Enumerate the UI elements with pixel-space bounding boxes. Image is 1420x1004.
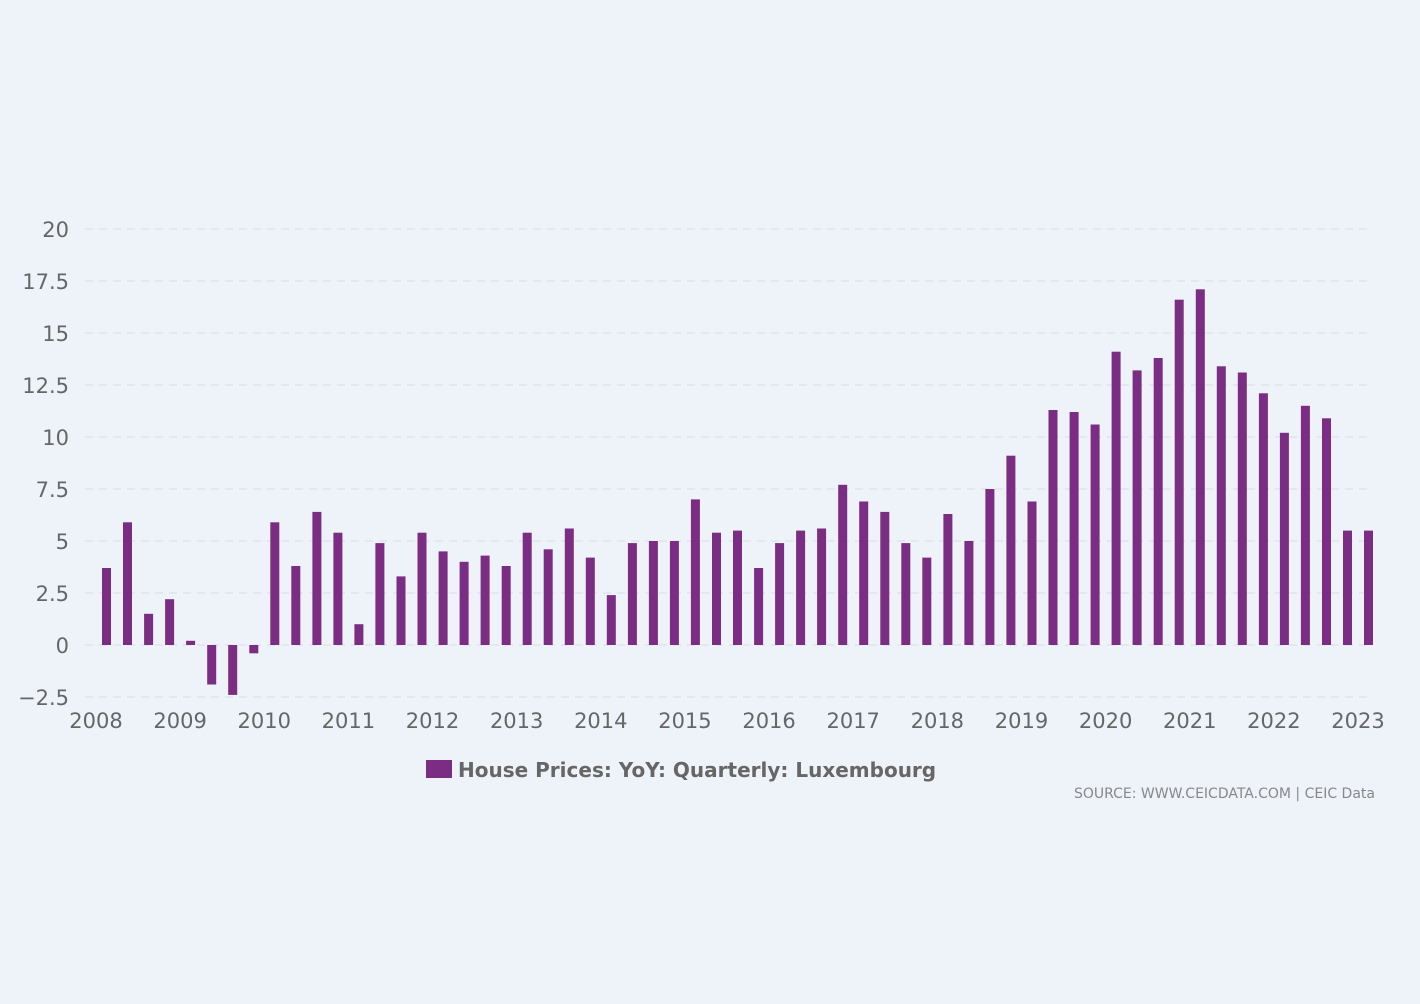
- bar[interactable]: [459, 561, 469, 645]
- bar[interactable]: [1174, 299, 1184, 645]
- bar[interactable]: [522, 532, 532, 645]
- y-tick-label: 12.5: [22, 374, 69, 398]
- source-credit: SOURCE: WWW.CEICDATA.COM | CEIC Data: [1074, 786, 1375, 802]
- bar[interactable]: [354, 624, 364, 645]
- bar[interactable]: [102, 568, 111, 645]
- bars-layer: [102, 289, 1373, 695]
- bar[interactable]: [249, 645, 259, 654]
- bar[interactable]: [396, 576, 406, 645]
- bar[interactable]: [585, 557, 595, 645]
- bar[interactable]: [880, 511, 890, 645]
- x-tick-label: 2019: [995, 709, 1048, 733]
- x-tick-label: 2012: [406, 709, 459, 733]
- x-tick-label: 2023: [1331, 709, 1384, 733]
- bar[interactable]: [606, 595, 616, 645]
- x-tick-label: 2010: [238, 709, 291, 733]
- bar[interactable]: [690, 499, 700, 645]
- bar[interactable]: [627, 543, 637, 645]
- x-tick-label: 2021: [1163, 709, 1216, 733]
- y-tick-label: 7.5: [36, 478, 69, 502]
- legend-swatch[interactable]: [426, 760, 452, 778]
- bar[interactable]: [501, 566, 511, 645]
- bar[interactable]: [901, 543, 911, 645]
- bar[interactable]: [1216, 366, 1226, 645]
- y-tick-label: −2.5: [18, 686, 69, 710]
- bar[interactable]: [1258, 393, 1268, 645]
- x-tick-label: 2016: [742, 709, 795, 733]
- x-tick-label: 2014: [574, 709, 627, 733]
- x-tick-label: 2017: [826, 709, 879, 733]
- bar[interactable]: [333, 532, 343, 645]
- bar[interactable]: [1069, 412, 1079, 645]
- bar[interactable]: [1048, 410, 1058, 645]
- bar[interactable]: [648, 541, 658, 645]
- bar[interactable]: [564, 528, 574, 646]
- y-tick-label: 2.5: [36, 582, 69, 606]
- x-axis: 2008 2009 2010 2011 2012 2013 2014 2015 2016 2017…: [69, 709, 1384, 733]
- bar[interactable]: [1343, 530, 1352, 645]
- bar[interactable]: [438, 551, 448, 645]
- bar[interactable]: [375, 543, 385, 645]
- y-tick-label: 5: [56, 530, 69, 554]
- bar[interactable]: [228, 645, 238, 695]
- x-tick-label: 2008: [69, 709, 122, 733]
- x-tick-label: 2015: [658, 709, 711, 733]
- bar[interactable]: [1090, 424, 1100, 646]
- bar[interactable]: [1364, 530, 1373, 645]
- bar[interactable]: [543, 549, 553, 645]
- bar[interactable]: [1322, 418, 1331, 645]
- x-tick-label: 2009: [153, 709, 206, 733]
- bar[interactable]: [943, 514, 953, 645]
- bar[interactable]: [1153, 358, 1163, 645]
- y-tick-label: 10: [42, 426, 69, 450]
- x-tick-label: 2022: [1247, 709, 1300, 733]
- bar[interactable]: [712, 532, 721, 645]
- x-tick-label: 2018: [911, 709, 964, 733]
- y-tick-label: 15: [42, 322, 69, 346]
- bar[interactable]: [417, 532, 427, 645]
- bar[interactable]: [207, 645, 217, 685]
- bar[interactable]: [669, 541, 679, 645]
- y-tick-label: 17.5: [22, 270, 69, 294]
- y-tick-label: 20: [42, 218, 69, 242]
- y-tick-label: 0: [56, 634, 69, 658]
- bar[interactable]: [270, 522, 280, 645]
- bar[interactable]: [312, 511, 322, 645]
- bar[interactable]: [1300, 405, 1310, 645]
- bar[interactable]: [1195, 289, 1205, 645]
- bar[interactable]: [796, 530, 806, 645]
- x-tick-label: 2020: [1079, 709, 1132, 733]
- bar[interactable]: [1027, 501, 1037, 646]
- bar[interactable]: [838, 484, 848, 645]
- bar[interactable]: [985, 489, 995, 645]
- bar[interactable]: [817, 528, 827, 646]
- y-axis: 20 17.5 15 12.5 10 7.5 5 2.5 0 −2.5: [18, 218, 69, 710]
- bar[interactable]: [291, 566, 301, 645]
- bar[interactable]: [186, 640, 196, 645]
- bar[interactable]: [165, 599, 175, 645]
- bar[interactable]: [1006, 455, 1016, 645]
- legend-label[interactable]: House Prices: YoY: Quarterly: Luxembourg: [458, 758, 936, 782]
- bar[interactable]: [754, 568, 764, 645]
- x-tick-label: 2011: [322, 709, 375, 733]
- bar[interactable]: [123, 522, 132, 645]
- bar[interactable]: [480, 555, 490, 645]
- bar[interactable]: [922, 557, 932, 645]
- bar[interactable]: [144, 613, 154, 645]
- bar[interactable]: [964, 541, 974, 645]
- legend[interactable]: House Prices: YoY: Quarterly: Luxembourg: [426, 758, 936, 782]
- bar[interactable]: [1279, 432, 1289, 645]
- bar[interactable]: [859, 501, 869, 646]
- bar[interactable]: [1237, 372, 1247, 646]
- bar[interactable]: [775, 543, 785, 645]
- bar[interactable]: [1132, 370, 1142, 645]
- bar[interactable]: [733, 530, 742, 645]
- bar[interactable]: [1111, 351, 1121, 645]
- x-tick-label: 2013: [490, 709, 543, 733]
